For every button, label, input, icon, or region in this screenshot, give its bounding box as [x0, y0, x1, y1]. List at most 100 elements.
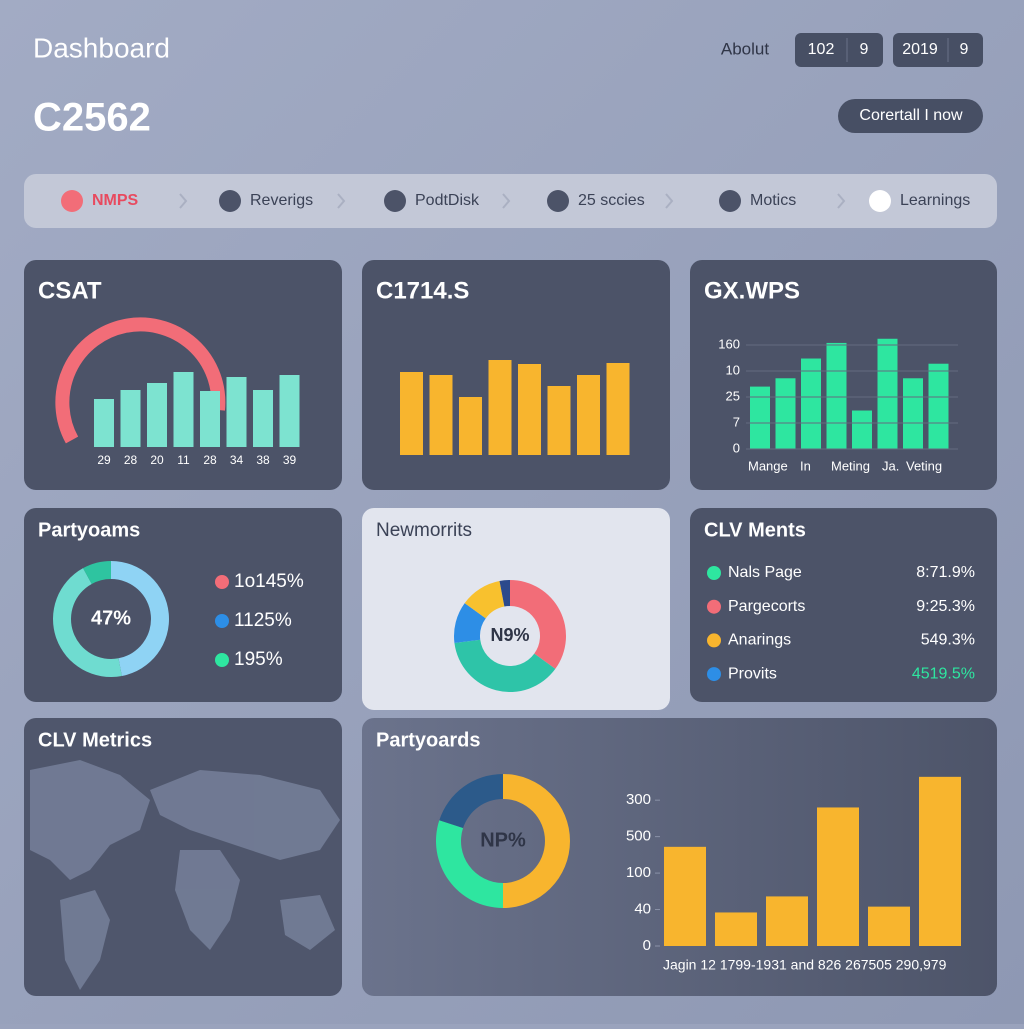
pill[interactable] — [795, 33, 883, 67]
pill-text: 2019 — [902, 41, 938, 58]
bar — [606, 363, 630, 455]
donut-segment — [454, 603, 486, 644]
bar — [429, 375, 453, 455]
y-tick-label: 7 — [733, 414, 740, 429]
bar — [826, 342, 847, 449]
row-dot — [707, 667, 721, 682]
bar — [928, 363, 949, 449]
row-dot — [707, 599, 721, 614]
bar — [750, 386, 770, 449]
donut-center: NP% — [480, 829, 526, 851]
pill[interactable] — [893, 33, 983, 67]
y-tick-label: 25 — [726, 388, 740, 403]
bar — [868, 906, 910, 946]
bar — [817, 807, 859, 946]
pill-text: 102 — [808, 41, 835, 58]
bar — [518, 364, 541, 455]
bar-label: 34 — [230, 453, 244, 467]
donut-segment — [439, 774, 503, 829]
row-value: 8:71.9% — [916, 564, 975, 581]
y-tick-label: 0 — [733, 440, 740, 455]
y-tick-label: 160 — [718, 336, 740, 351]
x-label: Mange — [748, 458, 788, 473]
gauge-arc — [55, 317, 226, 444]
bar — [94, 399, 114, 447]
bar — [459, 397, 482, 455]
panel — [362, 508, 670, 710]
donut-center: N9% — [490, 625, 529, 645]
bar-label: 11 — [177, 453, 190, 467]
y-tick-label: 10 — [726, 362, 740, 377]
button-label: Corertall I now — [859, 107, 963, 124]
bar — [715, 912, 757, 946]
tab-label: Learnings — [900, 192, 970, 209]
donut-segment — [111, 561, 170, 676]
bar — [801, 358, 821, 449]
x-label: Meting — [831, 458, 870, 473]
donut-center: 47% — [91, 607, 131, 629]
button[interactable] — [838, 99, 983, 133]
tab-icon — [384, 190, 406, 212]
tab-separator — [837, 193, 846, 209]
donut-segment — [52, 568, 122, 677]
donut-segment — [510, 580, 566, 669]
tab-separator — [179, 193, 188, 209]
bar — [253, 390, 273, 447]
bar — [775, 378, 796, 449]
bar — [400, 372, 423, 455]
nav-link: Abolut — [721, 39, 769, 58]
bar — [547, 386, 571, 455]
panel-title: C1714.S — [376, 277, 469, 304]
bar-label: 20 — [150, 453, 164, 467]
row-dot — [707, 566, 721, 580]
x-label: In — [800, 458, 811, 473]
bar — [120, 390, 141, 447]
row-name: Anarings — [728, 632, 791, 649]
legend-dot — [215, 575, 229, 589]
bar — [919, 776, 961, 946]
row-name: Provits — [728, 665, 777, 682]
bar — [279, 375, 300, 447]
bar-label: 39 — [283, 453, 297, 467]
donut-segment — [435, 820, 503, 908]
tab-icon — [719, 190, 741, 212]
tab-label: Motics — [750, 192, 796, 209]
panel — [24, 508, 342, 702]
row-value: 549.3% — [921, 632, 975, 649]
bar — [147, 383, 167, 447]
donut-segment — [454, 639, 556, 692]
bar-label: 29 — [97, 453, 111, 467]
bar — [200, 391, 220, 447]
bar — [577, 375, 600, 455]
tab-icon — [869, 190, 891, 212]
row-value: 9:25.3% — [916, 598, 975, 615]
tab-icon — [219, 190, 241, 212]
legend-label: 1o145% — [234, 571, 304, 592]
row-name: Pargecorts — [728, 598, 805, 615]
bar — [488, 360, 512, 455]
panel-title: CLV Ments — [704, 519, 806, 541]
bar — [852, 410, 872, 449]
pill-text: 9 — [860, 41, 869, 58]
y-tick-label: 100 — [626, 864, 651, 881]
y-tick-label: 40 — [634, 901, 651, 918]
bar — [877, 338, 898, 449]
bar-label: 28 — [203, 453, 217, 467]
x-label: Veting — [906, 458, 942, 473]
world-map — [30, 760, 340, 990]
bar — [903, 378, 923, 449]
tab-label: Reverigs — [250, 192, 313, 209]
bar — [664, 846, 706, 946]
page-title: Dashboard — [33, 32, 170, 63]
y-tick-label: 0 — [643, 937, 651, 954]
row-value: 4519.5% — [912, 665, 975, 682]
row-dot — [707, 633, 721, 648]
panel-title: CSAT — [38, 277, 102, 304]
x-label: Jagin 12 1799-1931 and 826 267505 290,97… — [663, 957, 947, 973]
tab-separator — [665, 193, 674, 209]
donut-segment — [503, 774, 570, 908]
tab-label: 25 sccies — [578, 192, 645, 209]
panel-title: Partyoards — [376, 729, 481, 751]
